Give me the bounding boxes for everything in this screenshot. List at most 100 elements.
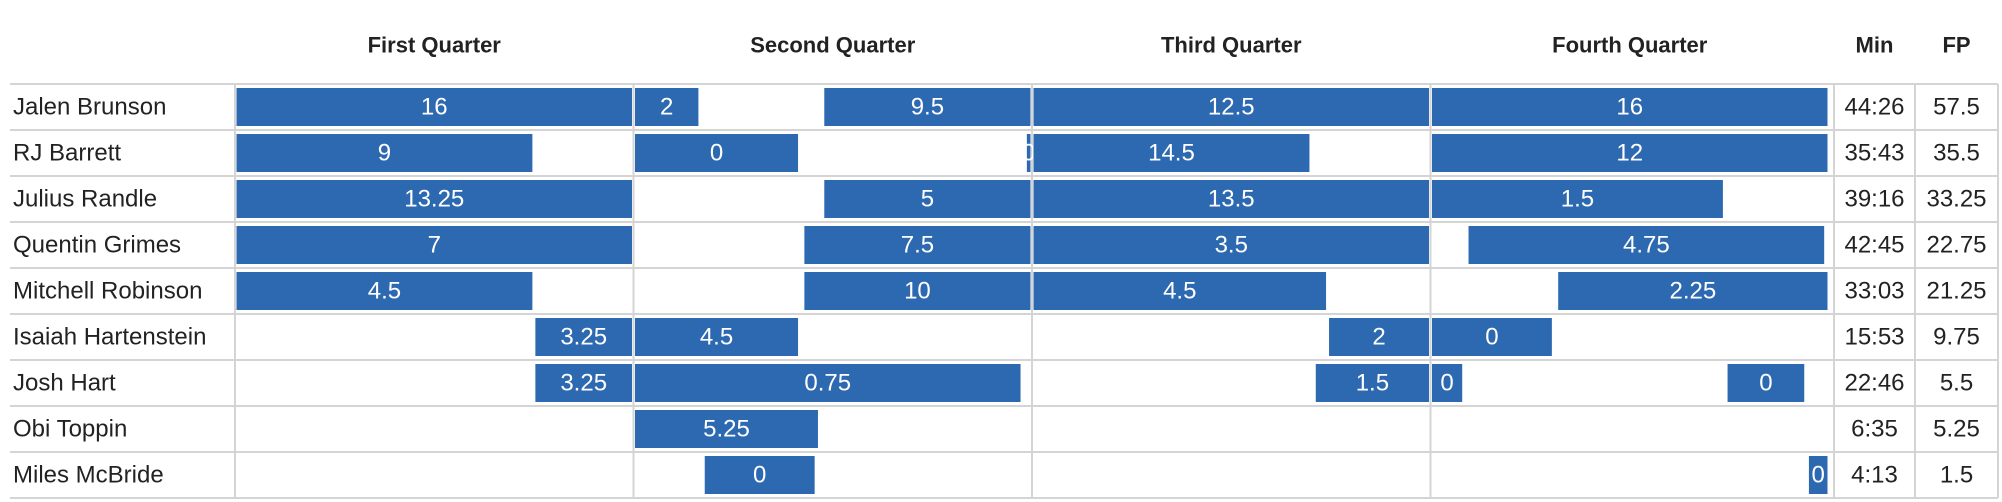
- quarter-header: Second Quarter: [750, 33, 915, 58]
- stint-bar: [1468, 226, 1825, 264]
- stint-bar: [635, 318, 799, 356]
- stint-fp-label: 0: [1759, 370, 1772, 397]
- stint-fp-label: 10: [904, 278, 931, 305]
- stint-fp-label: 1.5: [1356, 370, 1389, 397]
- stint-fp-label: 4.75: [1623, 232, 1670, 259]
- stint-bar: [804, 226, 1031, 264]
- player-name: Julius Randle: [13, 186, 157, 213]
- stint-bar: [1026, 134, 1031, 172]
- stint-fp-label: 2: [1372, 324, 1385, 351]
- player-name: Obi Toppin: [13, 416, 127, 443]
- stint-fp-label: 0: [1440, 370, 1453, 397]
- stint-bar: [824, 88, 1031, 126]
- stint-bar: [635, 88, 699, 126]
- stint-bar: [1432, 364, 1463, 402]
- stint-bar: [1033, 134, 1310, 172]
- player-name: Miles McBride: [13, 462, 164, 489]
- minutes: 6:35: [1851, 416, 1898, 443]
- stint-bar: [1558, 272, 1828, 310]
- stint-fp-label: 9: [378, 140, 391, 167]
- stint-bar: [236, 272, 533, 310]
- fantasy-points: 33.25: [1926, 186, 1986, 213]
- fantasy-points: 1.5: [1940, 462, 1973, 489]
- stint-fp-label: 13.25: [404, 186, 464, 213]
- player-name: Mitchell Robinson: [13, 278, 202, 305]
- stint-bar: [824, 180, 1031, 218]
- stint-bar: [535, 318, 632, 356]
- stint-bar: [635, 410, 818, 448]
- stint-fp-label: 0: [1485, 324, 1498, 351]
- stint-bar: [1727, 364, 1805, 402]
- quarter-header: First Quarter: [368, 33, 502, 58]
- stint-fp-label: 5: [921, 186, 934, 213]
- minutes: 44:26: [1844, 94, 1904, 121]
- fantasy-points: 5.5: [1940, 370, 1973, 397]
- stint-bar: [1808, 456, 1828, 494]
- minutes: 15:53: [1844, 324, 1904, 351]
- stint-fp-label: 5.25: [703, 416, 750, 443]
- stint-fp-label: 13.5: [1208, 186, 1255, 213]
- stint-fp-label: 16: [421, 94, 448, 121]
- minutes: 33:03: [1844, 278, 1904, 305]
- stint-fp-label: 3.25: [560, 370, 607, 397]
- minutes: 35:43: [1844, 140, 1904, 167]
- stint-bar: [1432, 180, 1723, 218]
- stint-bar: [1033, 88, 1429, 126]
- stint-bar: [236, 88, 632, 126]
- stint-fp-label: 0: [1022, 140, 1035, 167]
- stint-fp-label: 14.5: [1148, 140, 1195, 167]
- stint-bar: [236, 226, 632, 264]
- fantasy-points: 5.25: [1933, 416, 1980, 443]
- stint-bar: [1315, 364, 1429, 402]
- stint-fp-label: 4.5: [1163, 278, 1196, 305]
- stint-bar: [1033, 180, 1429, 218]
- stint-fp-label: 16: [1616, 94, 1643, 121]
- quarter-header: Fourth Quarter: [1552, 33, 1708, 58]
- stint-bar: [1033, 272, 1327, 310]
- minutes: 42:45: [1844, 232, 1904, 259]
- fp-header: FP: [1942, 33, 1970, 58]
- stint-bar: [236, 180, 632, 218]
- stint-fp-label: 12.5: [1208, 94, 1255, 121]
- stint-bar: [1432, 134, 1828, 172]
- stint-fp-label: 0.75: [804, 370, 851, 397]
- stint-bar: [1033, 226, 1429, 264]
- stint-fp-label: 3.25: [560, 324, 607, 351]
- stint-bar: [236, 134, 533, 172]
- stint-bar: [1432, 88, 1828, 126]
- player-name: Jalen Brunson: [13, 94, 166, 121]
- stint-bar: [1432, 318, 1552, 356]
- min-header: Min: [1856, 33, 1894, 58]
- minutes: 22:46: [1844, 370, 1904, 397]
- stint-fp-label: 4.5: [368, 278, 401, 305]
- player-name: Quentin Grimes: [13, 232, 181, 259]
- stint-fp-label: 7.5: [901, 232, 934, 259]
- stint-fp-label: 1.5: [1561, 186, 1594, 213]
- fantasy-points: 22.75: [1926, 232, 1986, 259]
- stint-fp-label: 7: [428, 232, 441, 259]
- stint-bar: [1329, 318, 1429, 356]
- player-name: Josh Hart: [13, 370, 116, 397]
- player-name: RJ Barrett: [13, 140, 121, 167]
- stint-fp-label: 2: [660, 94, 673, 121]
- fantasy-points: 9.75: [1933, 324, 1980, 351]
- minutes: 39:16: [1844, 186, 1904, 213]
- minutes: 4:13: [1851, 462, 1898, 489]
- stint-fp-label: 9.5: [911, 94, 944, 121]
- stint-fp-label: 0: [710, 140, 723, 167]
- stint-fp-label: 12: [1616, 140, 1643, 167]
- stint-bar: [704, 456, 815, 494]
- stint-bar: [635, 364, 1021, 402]
- stint-fp-label: 3.5: [1215, 232, 1248, 259]
- fantasy-points: 35.5: [1933, 140, 1980, 167]
- stint-fp-label: 2.25: [1669, 278, 1716, 305]
- fantasy-points: 21.25: [1926, 278, 1986, 305]
- stint-fp-label: 4.5: [700, 324, 733, 351]
- stint-bar: [535, 364, 632, 402]
- quarter-header: Third Quarter: [1161, 33, 1302, 58]
- player-name: Isaiah Hartenstein: [13, 324, 206, 351]
- fantasy-points: 57.5: [1933, 94, 1980, 121]
- stint-bar: [804, 272, 1031, 310]
